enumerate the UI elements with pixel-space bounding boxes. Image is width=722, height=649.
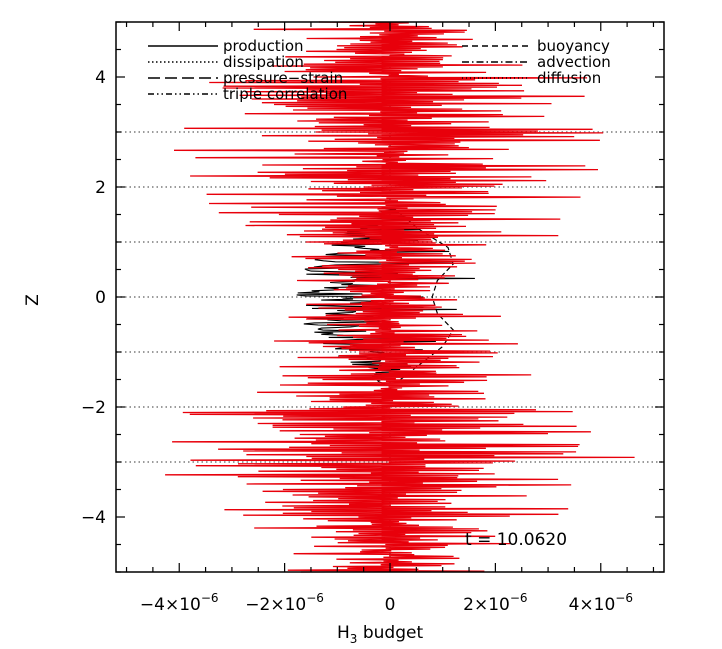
y-tick-label: 0 [95, 288, 106, 308]
x-tick-label: 2×10−6 [463, 591, 527, 615]
x-axis-title-sub: 3 [350, 632, 358, 646]
legend-label: production [223, 37, 304, 55]
x-axis-title-rest: budget [357, 623, 423, 643]
time-annotation: t = 10.0620 [465, 530, 567, 550]
x-tick-label: −2×10−6 [245, 591, 324, 615]
legend-label: triple correlation [223, 85, 347, 103]
x-tick-label: 0 [385, 595, 396, 615]
gridlines [116, 131, 664, 463]
x-tick-label: 4×10−6 [569, 591, 633, 615]
x-axis-title-main: H [337, 623, 350, 643]
y-tick-label: −4 [81, 508, 106, 528]
legend: productiondissipationpressure−straintrip… [148, 37, 611, 103]
legend-label: diffusion [537, 69, 601, 87]
y-axis-title: Z [23, 294, 43, 306]
legend-label: advection [537, 53, 611, 71]
series-layer [165, 21, 635, 573]
x-axis-title: H3 budget [337, 623, 423, 646]
y-tick-label: 4 [95, 68, 106, 88]
diffusion-line [165, 21, 635, 573]
x-tick-label: −4×10−6 [140, 591, 219, 615]
y-tick-label: −2 [81, 398, 106, 418]
axes: 4 2 0 −2 −4 −4×10−6 −2×10−6 0 2×10−6 4×10−6 [81, 21, 665, 615]
legend-label: dissipation [223, 53, 304, 71]
legend-label: pressure−strain [223, 69, 343, 87]
legend-label: buoyancy [537, 37, 610, 55]
y-tick-label: 2 [95, 178, 106, 198]
